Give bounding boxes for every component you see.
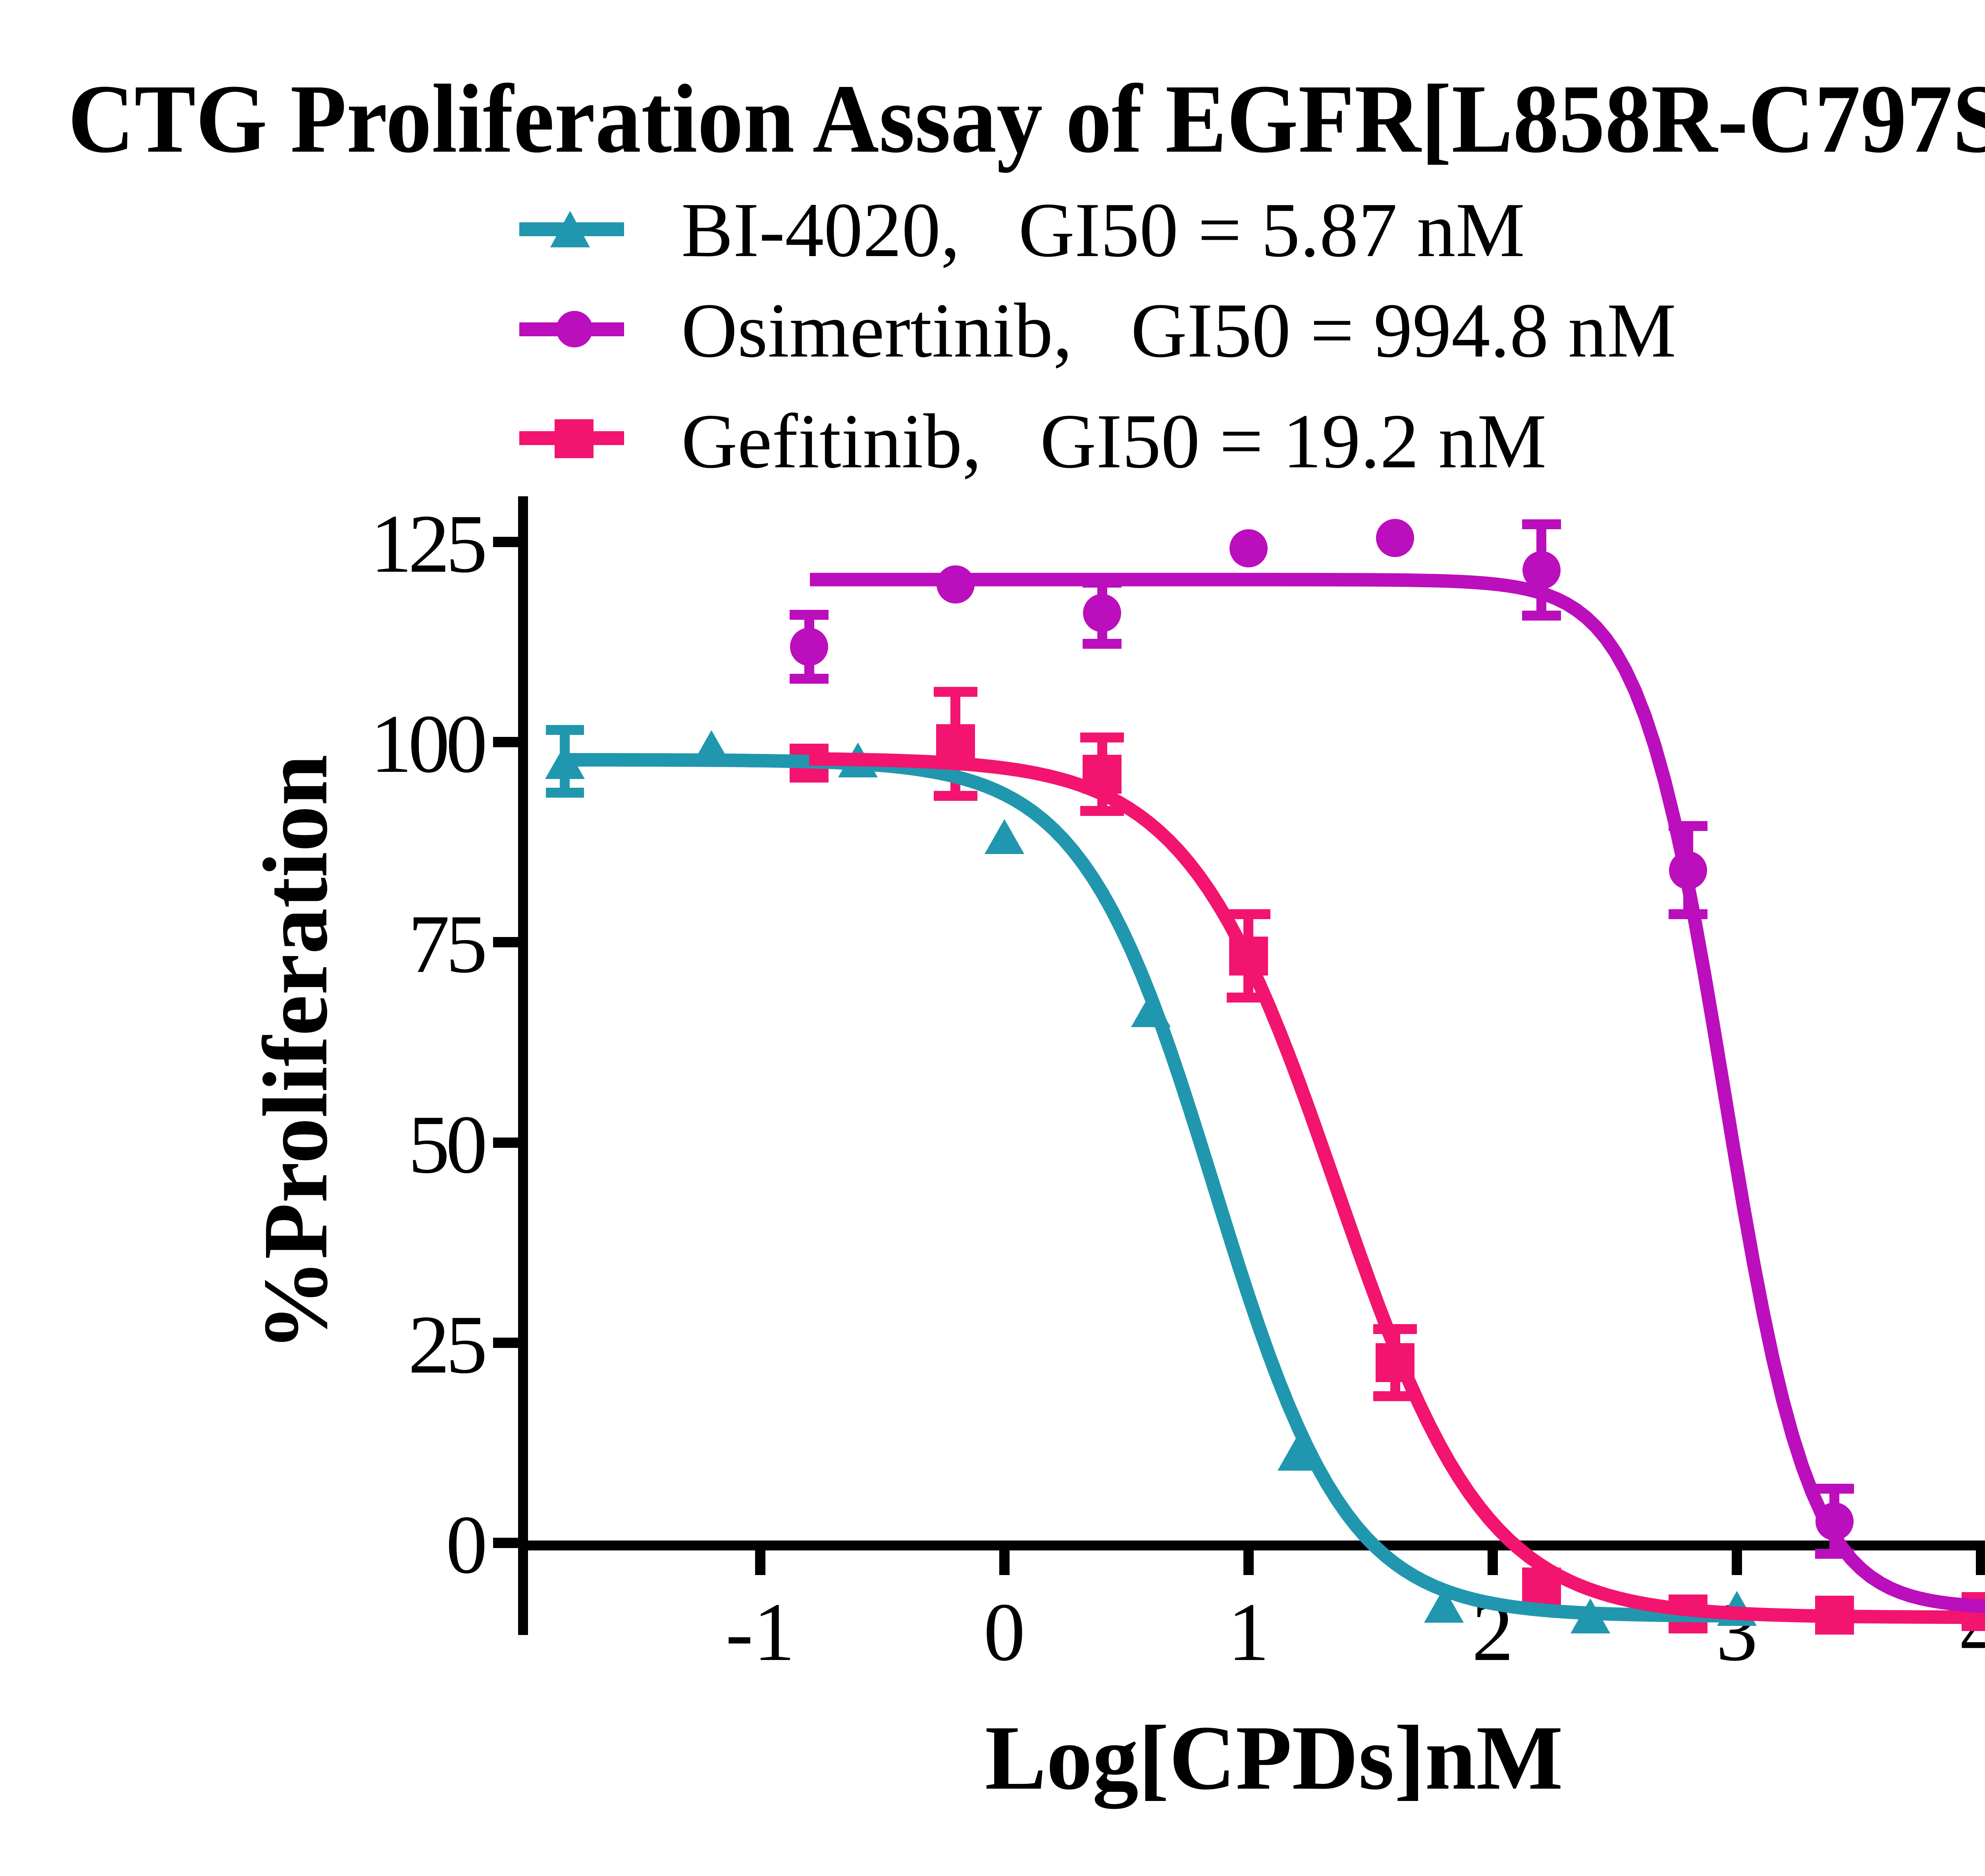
svg-text:Log[CPDs]nM: Log[CPDs]nM (985, 1707, 1563, 1809)
svg-text:CTG Proliferation Assay of EGF: CTG Proliferation Assay of EGFR[L858R-C7… (68, 65, 1985, 173)
svg-text:0: 0 (984, 1586, 1025, 1678)
svg-text:0: 0 (446, 1499, 484, 1591)
svg-text:125: 125 (370, 498, 484, 590)
svg-text:1: 1 (1228, 1586, 1270, 1678)
svg-text:100: 100 (370, 698, 484, 790)
svg-text:75: 75 (408, 898, 484, 990)
svg-text:25: 25 (408, 1299, 484, 1391)
svg-text:Osimertinib, GI50 = 994.8 nM: Osimertinib, GI50 = 994.8 nM (681, 287, 1676, 374)
svg-text:50: 50 (408, 1099, 484, 1191)
svg-text:BI-4020, GI50 = 5.87 nM: BI-4020, GI50 = 5.87 nM (681, 187, 1525, 273)
svg-text:%Proliferation: %Proliferation (245, 754, 347, 1351)
svg-text:Gefitinib, GI50 = 19.2 nM: Gefitinib, GI50 = 19.2 nM (681, 398, 1546, 484)
svg-text:-1: -1 (726, 1586, 795, 1678)
